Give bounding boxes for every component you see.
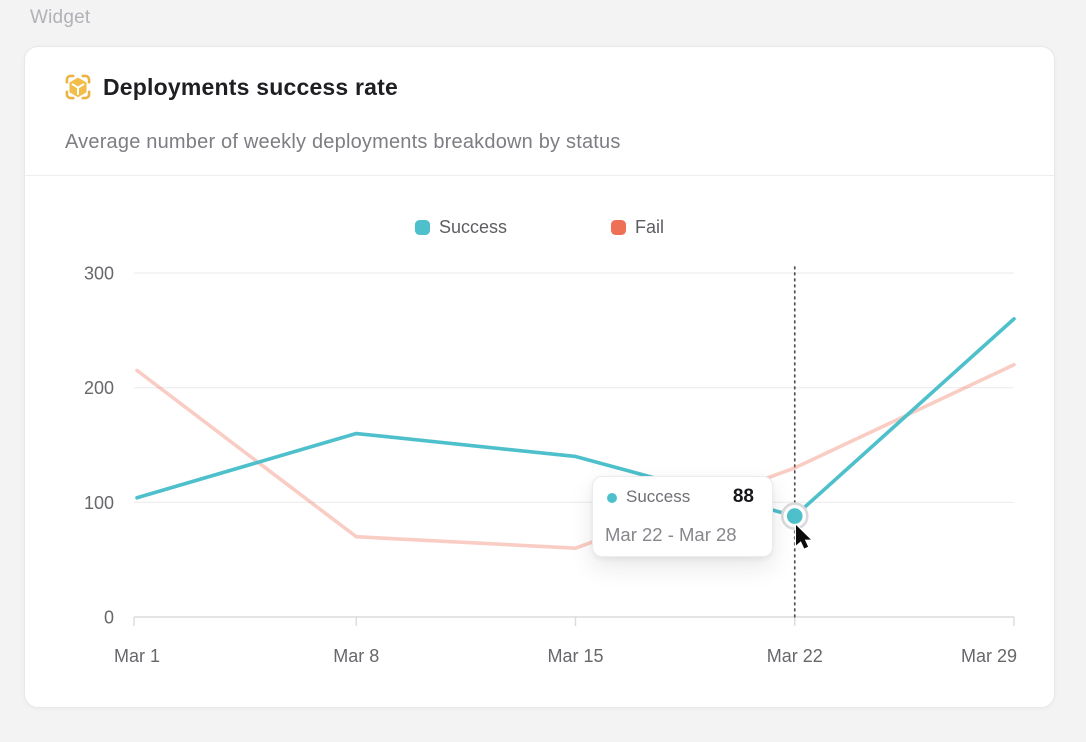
chart-tooltip: Success 88 Mar 22 - Mar 28 [592,476,773,557]
chart-legend: Success Fail [25,217,1054,238]
legend-swatch-success [414,220,430,235]
deployments-widget-card: Deployments success rate Average number … [24,46,1055,708]
series-line-fail [135,362,1016,551]
legend-label-success: Success [438,217,507,237]
legend-item-fail[interactable]: Fail [611,217,664,238]
card-header: Deployments success rate [64,73,398,101]
card-title: Deployments success rate [103,73,398,100]
tooltip-value: 88 [732,486,754,507]
mouse-cursor-icon [794,523,813,550]
x-axis-label: Mar 1 [114,646,160,666]
card-subtitle: Average number of weekly deployments bre… [65,131,621,153]
legend-item-success[interactable]: Success [414,217,507,238]
x-axis-label: Mar 22 [767,646,823,666]
hover-point [786,508,803,524]
y-axis-label: 0 [104,608,114,628]
y-axis-label: 200 [84,378,114,398]
package-cube-icon [64,73,92,101]
x-axis-label: Mar 29 [961,646,1017,666]
legend-label-fail: Fail [635,217,665,237]
y-axis-label: 100 [84,493,114,513]
line-chart[interactable]: 0 100 200 300 Mar 1 Mar 8 Mar 15 Mar 22 Mar 29 [25,47,1056,709]
tooltip-series-label: Success [626,487,691,506]
y-axis-label: 300 [84,264,114,284]
header-divider [25,175,1054,176]
widget-section-label: Widget [30,7,91,28]
x-axis-label: Mar 8 [333,646,379,666]
tooltip-date-range: Mar 22 - Mar 28 [605,524,737,545]
tooltip-series-dot [607,493,617,503]
legend-swatch-fail [611,220,626,235]
x-axis-label: Mar 15 [547,646,603,666]
series-line-success [135,317,1016,518]
